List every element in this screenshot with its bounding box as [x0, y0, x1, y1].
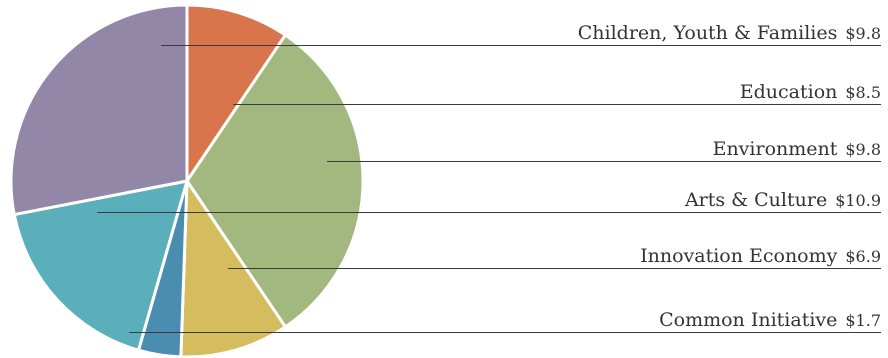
label-common-initiative: Common Initiative — [659, 309, 837, 331]
leader-lines — [97, 45, 881, 333]
pie-slice-wedge-purple — [9, 3, 189, 217]
label-innovation-economy: Innovation Economy — [640, 245, 838, 267]
value-children-youth-families: $9.8 — [845, 24, 881, 43]
pie-slice-wedge-orange — [185, 3, 287, 183]
label-children-youth-families: Children, Youth & Families — [578, 22, 838, 44]
value-common-initiative: $1.7 — [845, 311, 881, 330]
slice-labels: Children, Youth & Families $9.8 Educatio… — [578, 22, 881, 331]
value-education: $8.5 — [845, 83, 881, 102]
pie-slice-wedge-green — [185, 33, 365, 329]
label-arts-culture: Arts & Culture — [684, 189, 827, 211]
value-innovation-economy: $6.9 — [845, 247, 881, 266]
label-education: Education — [740, 81, 838, 103]
label-environment: Environment — [713, 138, 838, 160]
value-environment: $9.8 — [845, 140, 881, 159]
pie-slices — [9, 3, 365, 358]
pie-slice-wedge-teal — [12, 179, 189, 352]
value-arts-culture: $10.9 — [835, 191, 881, 210]
